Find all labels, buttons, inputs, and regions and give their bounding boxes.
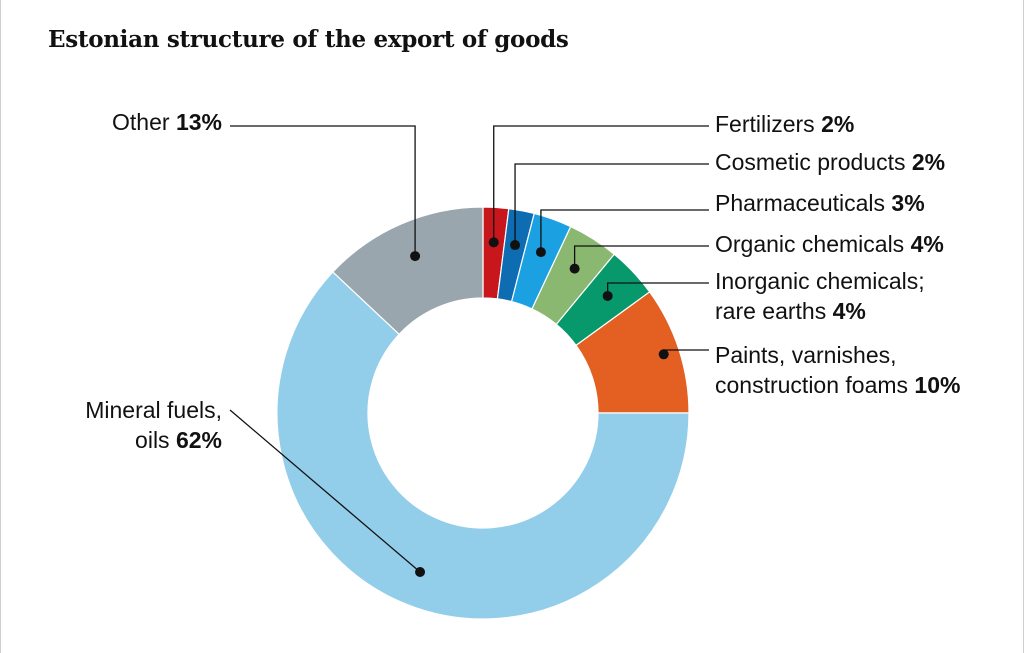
donut-slices xyxy=(276,206,690,620)
chart-title: Estonian structure of the export of good… xyxy=(48,26,569,53)
leader-line-mineral xyxy=(229,409,421,573)
slice-label-text: Inorganic chemicals; xyxy=(715,268,925,294)
slice-label-fertilizers: Fertilizers 2% xyxy=(715,111,854,137)
slice-percent: 13% xyxy=(176,109,222,135)
slice-label-text: Mineral fuels, xyxy=(85,397,222,423)
slice-mineral xyxy=(276,271,690,620)
slice-label-text: Paints, varnishes, xyxy=(715,342,897,368)
slice-percent: 10% xyxy=(914,372,960,398)
leader-line-fertilizers xyxy=(493,125,709,243)
slice-label-mineral: Mineral fuels, oils 62% xyxy=(85,397,222,453)
leader-dot-mineral xyxy=(415,566,426,577)
leader-dot-organic xyxy=(569,263,580,274)
slice-label-text: Cosmetic products xyxy=(715,149,905,175)
slice-label-text: oils xyxy=(135,427,170,453)
slice-label-cosmetic: Cosmetic products 2% xyxy=(715,149,945,175)
slice-label-text: construction foams xyxy=(715,372,908,398)
slice-percent: 2% xyxy=(821,111,854,137)
slice-label-paints: Paints, varnishes, construction foams 10% xyxy=(715,342,960,398)
slice-label-inorganic: Inorganic chemicals; rare earths 4% xyxy=(715,268,925,324)
leader-dot-other xyxy=(410,251,421,262)
slice-label-text: Fertilizers xyxy=(715,111,815,137)
slice-percent: 2% xyxy=(912,149,945,175)
leader-line-other xyxy=(230,125,416,257)
slice-percent: 3% xyxy=(891,190,924,216)
leader-dot-cosmetic xyxy=(510,240,521,251)
slice-label-other: Other 13% xyxy=(112,109,222,135)
slice-label-text: Other xyxy=(112,109,170,135)
slice-label-pharma: Pharmaceuticals 3% xyxy=(715,190,925,216)
leader-line-cosmetic xyxy=(514,163,709,246)
leader-dot-fertilizers xyxy=(488,237,499,248)
slice-label-text: Pharmaceuticals xyxy=(715,190,885,216)
slice-percent: 4% xyxy=(833,298,866,324)
leader-dot-inorganic xyxy=(602,290,613,301)
slice-percent: 62% xyxy=(176,427,222,453)
slice-other xyxy=(331,206,484,336)
slice-label-text: Organic chemicals xyxy=(715,231,904,257)
leader-dot-paints xyxy=(658,349,669,360)
slice-label-organic: Organic chemicals 4% xyxy=(715,231,944,257)
leader-line-organic xyxy=(573,245,709,269)
leader-line-pharma xyxy=(540,209,709,253)
slice-label-text: rare earths xyxy=(715,298,826,324)
slice-percent: 4% xyxy=(911,231,944,257)
slice-labels: Fertilizers 2%Cosmetic products 2%Pharma… xyxy=(85,109,960,577)
leader-dot-pharma xyxy=(535,247,546,258)
